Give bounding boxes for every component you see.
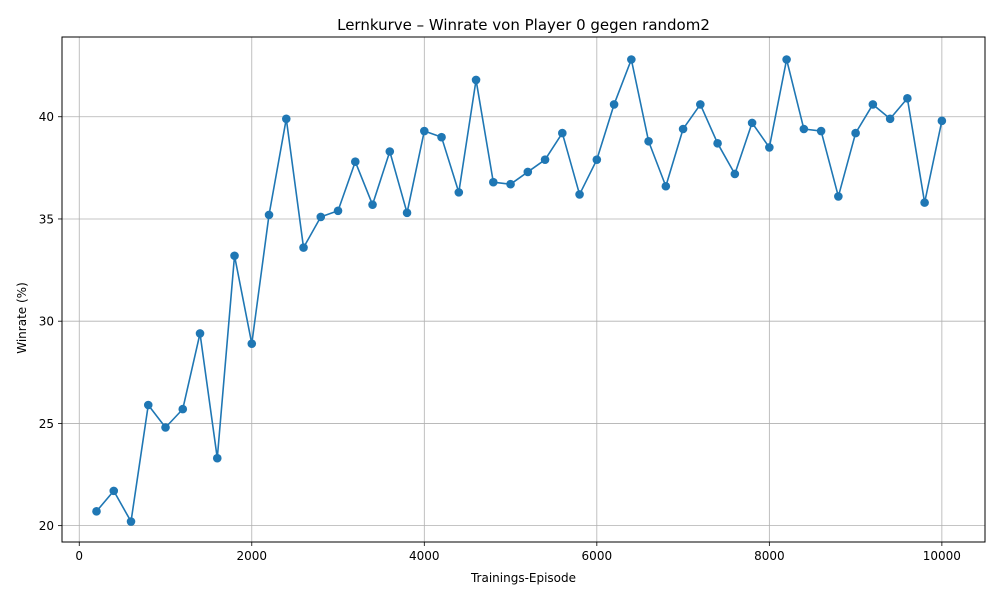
data-point <box>212 453 222 463</box>
y-axis-label: Winrate (%) <box>15 282 29 354</box>
data-point <box>419 126 429 136</box>
data-point <box>592 155 602 164</box>
data-point <box>92 507 101 516</box>
plot-frame <box>61 36 986 543</box>
data-point <box>799 124 809 134</box>
data-point <box>627 55 636 64</box>
data-point <box>437 132 446 142</box>
data-point <box>868 100 878 109</box>
data-point <box>385 147 395 156</box>
x-tick-label: 0 <box>75 549 83 563</box>
y-tick-label: 30 <box>39 315 54 329</box>
data-point <box>747 118 757 128</box>
data-point <box>661 181 671 191</box>
data-point <box>368 200 377 209</box>
y-tick-label: 20 <box>39 519 54 533</box>
x-tick-label: 6000 <box>582 549 613 563</box>
data-point <box>678 124 688 134</box>
data-point <box>143 400 153 410</box>
chart-title: Lernkurve – Winrate von Player 0 gegen r… <box>337 16 710 34</box>
data-point <box>489 177 498 187</box>
data-point <box>126 517 136 526</box>
data-point <box>454 188 464 197</box>
data-point <box>644 136 653 146</box>
data-point <box>247 339 257 348</box>
x-tick-label: 4000 <box>409 549 440 563</box>
data-point <box>109 486 119 496</box>
x-tick-label: 8000 <box>754 549 785 563</box>
y-tick-label: 25 <box>39 417 54 431</box>
data-point <box>471 75 481 85</box>
y-tick-label: 40 <box>39 110 54 124</box>
data-point <box>851 128 860 138</box>
data-point <box>540 155 550 164</box>
data-point <box>161 423 170 432</box>
series-layer <box>92 55 947 526</box>
data-point <box>299 243 308 252</box>
data-point <box>333 206 343 216</box>
x-tick-label: 2000 <box>237 549 268 563</box>
x-tick-label: 10000 <box>923 549 961 563</box>
data-point <box>765 143 774 152</box>
data-point <box>264 210 274 220</box>
data-point <box>316 212 326 222</box>
data-point <box>230 251 239 261</box>
data-point <box>178 404 188 414</box>
data-point <box>937 116 947 126</box>
data-point <box>782 55 791 64</box>
data-point <box>195 329 205 338</box>
y-tick-label: 35 <box>39 212 54 226</box>
data-point <box>920 198 929 207</box>
data-point <box>816 126 826 136</box>
data-point <box>575 190 584 199</box>
series-line <box>95 58 943 523</box>
data-point <box>558 128 567 138</box>
data-point <box>834 192 843 201</box>
x-axis-label: Trainings-Episode <box>470 571 576 585</box>
data-point <box>713 139 722 148</box>
data-point <box>696 100 705 109</box>
data-point <box>730 169 740 179</box>
data-point <box>903 94 912 103</box>
data-point <box>609 100 619 109</box>
data-point <box>506 179 515 189</box>
data-point <box>402 208 412 218</box>
data-point <box>281 114 291 124</box>
data-point <box>523 167 533 177</box>
ticks: 0 2000 4000 6000 8000 10000 20 25 30 35 40 <box>39 110 961 563</box>
data-point <box>350 157 360 167</box>
data-point <box>885 114 895 124</box>
